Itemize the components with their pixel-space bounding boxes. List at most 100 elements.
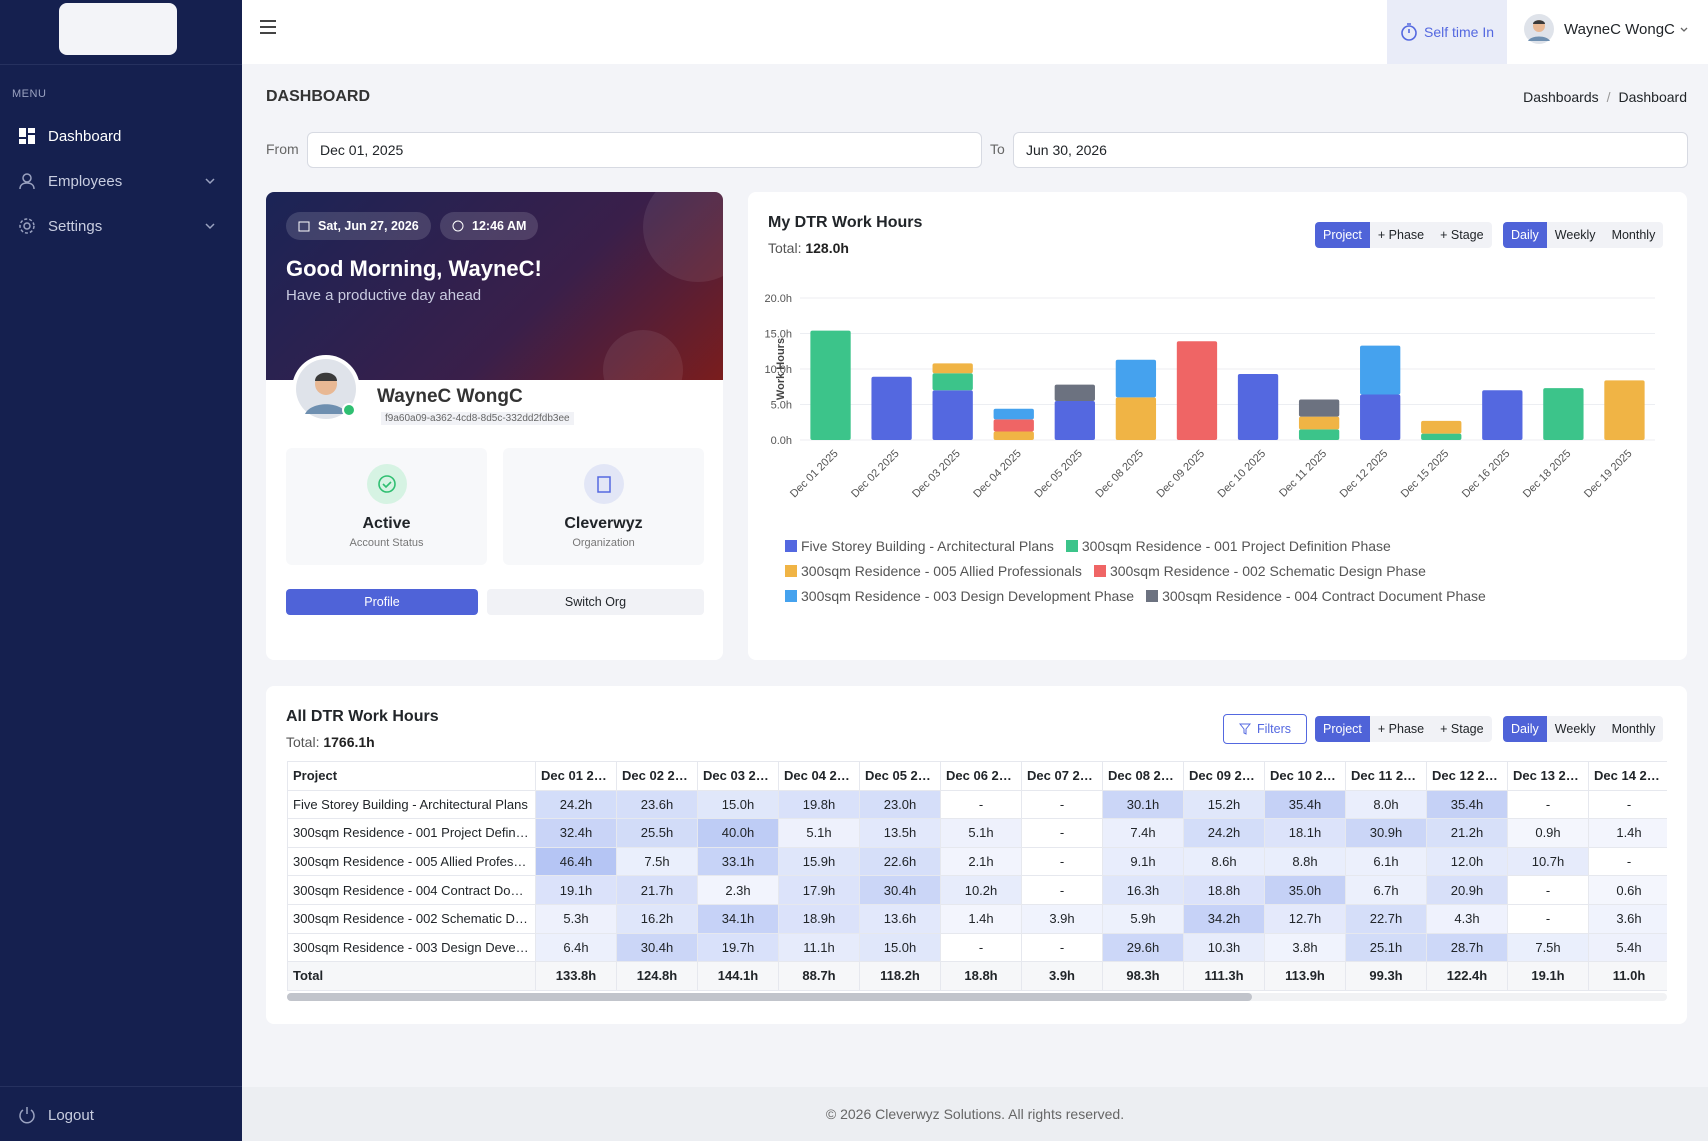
- user-name[interactable]: WayneC WongC: [1564, 21, 1675, 38]
- total-row: Total 133.8h 124.8h 144.1h 88.7h 118.2h 18.8h 3…: [287, 961, 1667, 991]
- bar-segment: [1298, 416, 1340, 430]
- legend-item[interactable]: 300sqm Residence - 001 Project Definitio…: [1065, 538, 1391, 554]
- cell: 18.8h: [940, 961, 1022, 991]
- legend-swatch: [1093, 565, 1106, 577]
- cell: 5.1h: [940, 818, 1022, 848]
- cell: 8.8h: [1264, 846, 1346, 877]
- legend-label: Five Storey Building - Architectural Pla…: [801, 538, 1054, 554]
- cell: 7.5h: [616, 846, 698, 877]
- table-total: Total: 1766.1h: [286, 734, 375, 750]
- divider: [0, 64, 242, 65]
- cell: -: [1507, 789, 1589, 820]
- cell: 0.9h: [1507, 818, 1589, 848]
- column-header: Dec 11 2025: [1345, 761, 1427, 791]
- data-row: 300sqm Residence - 005 Allied Profession…: [287, 846, 1667, 877]
- x-tick-label: Dec 04 2025: [971, 448, 1024, 501]
- y-tick-label: 20.0h: [764, 293, 792, 305]
- cell: 19.1h: [1507, 961, 1589, 991]
- switch-org-button[interactable]: Switch Org: [487, 589, 704, 615]
- cell: 11.0h: [1588, 961, 1667, 991]
- cell: 30.9h: [1345, 818, 1427, 848]
- x-tick-label: Dec 12 2025: [1338, 448, 1391, 501]
- toggle-button[interactable]: + Phase: [1369, 716, 1433, 742]
- table-title: All DTR Work Hours: [286, 708, 439, 725]
- cell: 28.7h: [1426, 932, 1508, 963]
- cell: 15.0h: [859, 932, 941, 963]
- from-input[interactable]: Dec 01, 2025: [307, 132, 982, 168]
- chevron: [205, 178, 215, 185]
- cell: 22.7h: [1345, 903, 1427, 934]
- chart-card: My DTR Work Hours Total: 128.0h Project +…: [748, 192, 1687, 660]
- toggle-button[interactable]: Daily: [1503, 716, 1547, 742]
- avatar[interactable]: [1524, 14, 1554, 44]
- menu-label: MENU: [12, 88, 47, 100]
- cell: 24.2h: [535, 789, 617, 820]
- data-row: Five Storey Building - Architectural Pla…: [287, 789, 1667, 820]
- breadcrumb-link[interactable]: Dashboards: [1523, 89, 1599, 105]
- cell: 15.0h: [697, 789, 779, 820]
- x-tick-label: Dec 01 2025: [788, 448, 841, 501]
- bar-segment: [1298, 399, 1340, 417]
- filters-button[interactable]: Filters: [1223, 714, 1307, 744]
- toggle-button[interactable]: Weekly: [1546, 222, 1604, 248]
- legend-item[interactable]: 300sqm Residence - 002 Schematic Design …: [1093, 563, 1426, 579]
- self-time-in[interactable]: Self time In: [1387, 0, 1507, 64]
- cell: 144.1h: [697, 961, 779, 991]
- toggle-button[interactable]: + Stage: [1432, 222, 1492, 248]
- x-tick-label: Dec 18 2025: [1521, 448, 1574, 501]
- legend-item[interactable]: Five Storey Building - Architectural Pla…: [785, 538, 1054, 554]
- cell: 18.8h: [1183, 875, 1265, 905]
- legend-swatch: [785, 590, 797, 602]
- column-header: Dec 04 2025: [778, 761, 860, 791]
- cell: 4.3h: [1426, 903, 1508, 934]
- legend-item[interactable]: 300sqm Residence - 005 Allied Profession…: [785, 563, 1082, 579]
- cell: 111.3h: [1183, 961, 1265, 991]
- cell: -: [1507, 903, 1589, 934]
- table-wrap: Project Dec 01 2025 Dec 02 2025 Dec 03 2025…: [287, 761, 1667, 991]
- nav-dashboard[interactable]: Dashboard: [18, 121, 228, 151]
- data-row: 300sqm Residence - 002 Schematic Design …: [287, 903, 1667, 934]
- logo[interactable]: [59, 3, 177, 55]
- nav-employees[interactable]: Employees: [18, 166, 228, 196]
- icon: [298, 221, 310, 232]
- logout[interactable]: Logout: [18, 1100, 228, 1130]
- toggle-button[interactable]: + Phase: [1369, 222, 1433, 248]
- toggle-button[interactable]: Weekly: [1546, 716, 1604, 742]
- toggle-button[interactable]: Project: [1315, 222, 1370, 248]
- menu-toggle[interactable]: [260, 20, 276, 34]
- cell: 21.7h: [616, 875, 698, 905]
- column-header: Dec 10 2025: [1264, 761, 1346, 791]
- cell: 7.5h: [1507, 932, 1589, 963]
- cell: 10.3h: [1183, 932, 1265, 963]
- status-icon: [366, 464, 407, 504]
- date-chip: Sat, Jun 27, 2026: [286, 212, 431, 240]
- to-input[interactable]: Jun 30, 2026: [1013, 132, 1688, 168]
- legend-item[interactable]: 300sqm Residence - 003 Design Developmen…: [785, 588, 1134, 604]
- cell: 9.1h: [1102, 846, 1184, 877]
- period-toggle: Daily Weekly Monthly: [1503, 716, 1664, 742]
- cell: 6.4h: [535, 932, 617, 963]
- greeting: Good Morning, WayneC!: [286, 256, 542, 281]
- profile-button[interactable]: Profile: [286, 589, 478, 615]
- cell: 3.9h: [1021, 961, 1103, 991]
- bar-segment: [1298, 429, 1340, 440]
- toggle-button[interactable]: Project: [1315, 716, 1370, 742]
- cell: 35.4h: [1426, 789, 1508, 820]
- y-tick-label: 5.0h: [771, 400, 792, 412]
- header-row: Project Dec 01 2025 Dec 02 2025 Dec 03 2025…: [287, 761, 1667, 791]
- nav-settings[interactable]: Settings: [18, 211, 228, 241]
- scrollbar-thumb[interactable]: [287, 993, 1252, 1001]
- separator: /: [1606, 89, 1611, 105]
- bar-segment: [1237, 373, 1279, 440]
- toggle-button[interactable]: Monthly: [1603, 222, 1664, 248]
- bar-segment: [993, 431, 1034, 440]
- topbar: Self time In WayneC WongC: [242, 0, 1708, 64]
- toggle-button[interactable]: + Stage: [1432, 716, 1492, 742]
- cell: 1.4h: [940, 903, 1022, 934]
- toggle-button[interactable]: Monthly: [1603, 716, 1664, 742]
- toggle-button[interactable]: Daily: [1503, 222, 1547, 248]
- cell: 122.4h: [1426, 961, 1508, 991]
- legend-item[interactable]: 300sqm Residence - 004 Contract Document…: [1146, 588, 1486, 604]
- y-tick-label: 0.0h: [771, 435, 792, 447]
